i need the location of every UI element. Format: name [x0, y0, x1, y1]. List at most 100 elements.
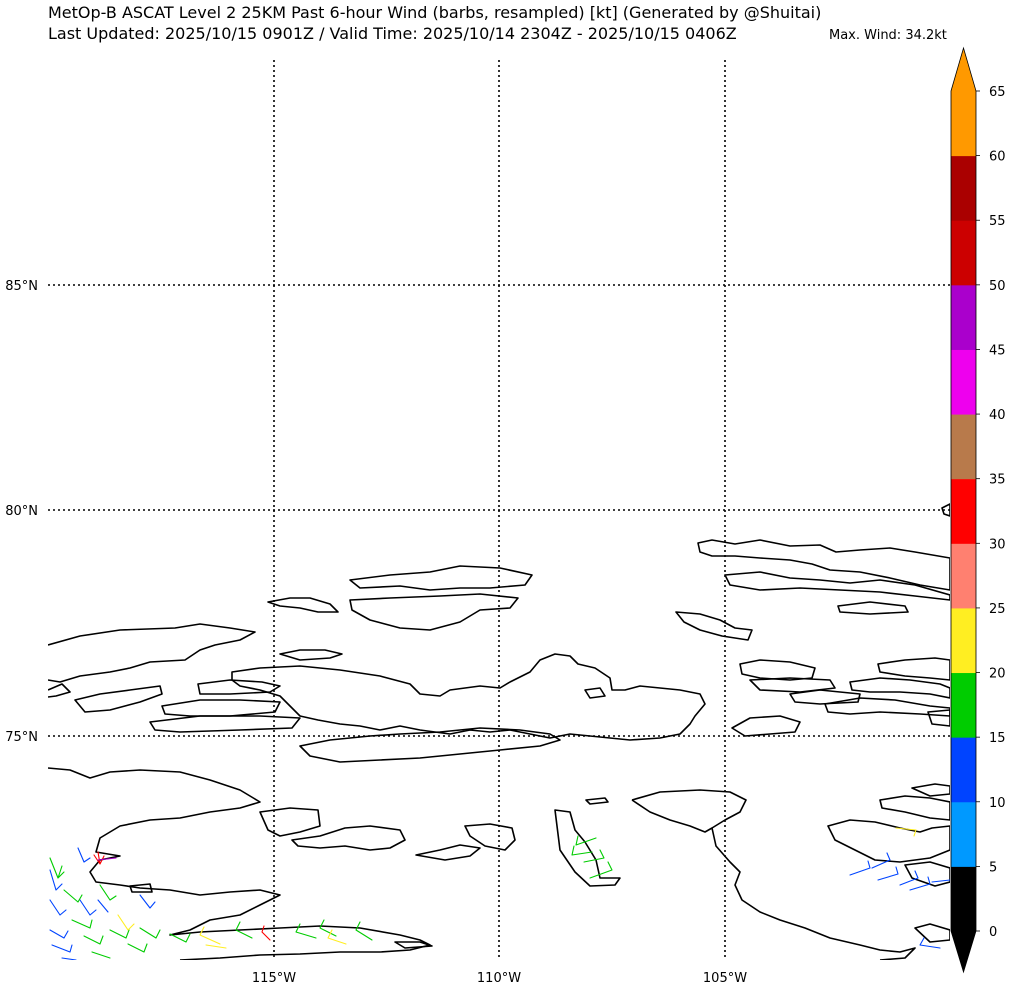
colorbar-bin [951, 349, 976, 415]
colorbar-tick-label: 10 [989, 796, 1006, 811]
wind-barb [91, 951, 111, 959]
wind-barb [61, 957, 77, 960]
coastline-island [584, 687, 606, 699]
wind-barb [909, 876, 931, 891]
wind-barb [871, 852, 891, 869]
coastline-island [837, 601, 909, 615]
coastline-island [927, 709, 950, 727]
coastline-island [279, 649, 343, 661]
wind-barb [99, 884, 117, 901]
map-subtitle: Last Updated: 2025/10/15 0901Z / Valid T… [48, 24, 737, 43]
coastline-main [259, 807, 321, 837]
wind-barb [97, 899, 109, 913]
colorbar-bin [951, 543, 976, 609]
wind-barb [97, 857, 117, 861]
coastline-main [827, 819, 950, 863]
wind-barb-group-red [93, 851, 271, 941]
colorbar-bin [951, 737, 976, 803]
coastline-island [267, 597, 339, 613]
coastline-main [231, 653, 706, 741]
colorbar: 0 5 10 15 20 25 30 35 40 45 50 55 60 65 [950, 46, 1006, 974]
wind-barb [849, 860, 871, 876]
wind-barb [127, 943, 148, 953]
coastline-island [74, 685, 163, 713]
colorbar-extend-max [951, 48, 976, 91]
wind-barb [139, 894, 156, 909]
wind-barb [205, 944, 227, 949]
coastline-island [739, 659, 816, 681]
coastline-island [849, 677, 950, 699]
colorbar-bin [951, 866, 976, 932]
coastline-island [48, 683, 71, 698]
wind-barb-group-green [49, 835, 613, 959]
coastline-island [749, 677, 836, 693]
lon-label-110w: 110°W [477, 971, 521, 986]
colorbar-tick-label: 40 [989, 408, 1006, 423]
wind-barb [169, 933, 191, 943]
coastline-island [349, 565, 533, 591]
wind-barb [877, 866, 899, 881]
colorbar-bin [951, 220, 976, 286]
wind-barb [51, 944, 73, 953]
coastline-island [911, 783, 950, 797]
colorbar-extend-min [951, 931, 976, 972]
wind-barb [589, 861, 613, 879]
coastline-main [415, 844, 481, 861]
colorbar-tick-label: 20 [989, 667, 1006, 682]
coastline-island [724, 571, 950, 601]
wind-barb-group-purple [97, 857, 117, 861]
colorbar-tick-label: 30 [989, 537, 1006, 552]
coastline-main [48, 623, 256, 683]
colorbar-tick-label: 55 [989, 214, 1006, 229]
coastline-main [48, 767, 431, 960]
wind-barb [79, 899, 97, 916]
colorbar-bin [951, 801, 976, 867]
coastline-island [197, 679, 281, 695]
wind-barb [931, 879, 950, 883]
wind-barb [83, 935, 104, 945]
wind-barb [319, 919, 337, 937]
lon-label-115w: 115°W [252, 971, 296, 986]
wind-barbs [49, 827, 950, 960]
coastline-main [631, 789, 916, 960]
coastline-main [554, 809, 621, 887]
coastline-island [789, 689, 861, 705]
wind-barb [261, 925, 271, 941]
coastline-island [394, 941, 433, 949]
wind-barb [71, 919, 93, 929]
colorbar-tick-label: 5 [989, 860, 997, 875]
gridlines [48, 60, 950, 960]
coastline-main [585, 797, 609, 805]
colorbar-bin [951, 607, 976, 674]
colorbar-tick-label: 0 [989, 925, 997, 940]
coastline-island [675, 611, 753, 641]
wind-barb [77, 847, 91, 863]
wind-barb [63, 889, 83, 903]
lat-label-85: 85°N [5, 279, 38, 294]
lat-label-80: 80°N [5, 504, 38, 519]
colorbar-bin [951, 91, 976, 157]
colorbar-bin [951, 155, 976, 221]
colorbar-bin [951, 284, 976, 350]
wind-barb [199, 926, 221, 945]
coastline-main [631, 799, 713, 833]
colorbar-tick-label: 45 [989, 343, 1006, 358]
colorbar-bin [951, 414, 976, 480]
coastline-island [149, 715, 301, 733]
coastline-main [464, 823, 516, 851]
coastline-main [299, 727, 561, 763]
wind-barb-group-blue [49, 847, 950, 960]
colorbar-tick-label: 35 [989, 473, 1006, 488]
max-wind-label: Max. Wind: 34.2kt [829, 28, 947, 43]
wind-barb [575, 835, 597, 846]
coastline-island [914, 923, 950, 943]
colorbar-tick-label: 65 [989, 85, 1006, 100]
coastline-island [824, 697, 950, 717]
lon-label-105w: 105°W [703, 971, 747, 986]
coastline-island [349, 593, 519, 631]
coastline-island [161, 699, 281, 717]
wind-barb [49, 857, 65, 879]
wind-barb [109, 929, 130, 939]
wind-barb-group-yellow [117, 827, 917, 949]
